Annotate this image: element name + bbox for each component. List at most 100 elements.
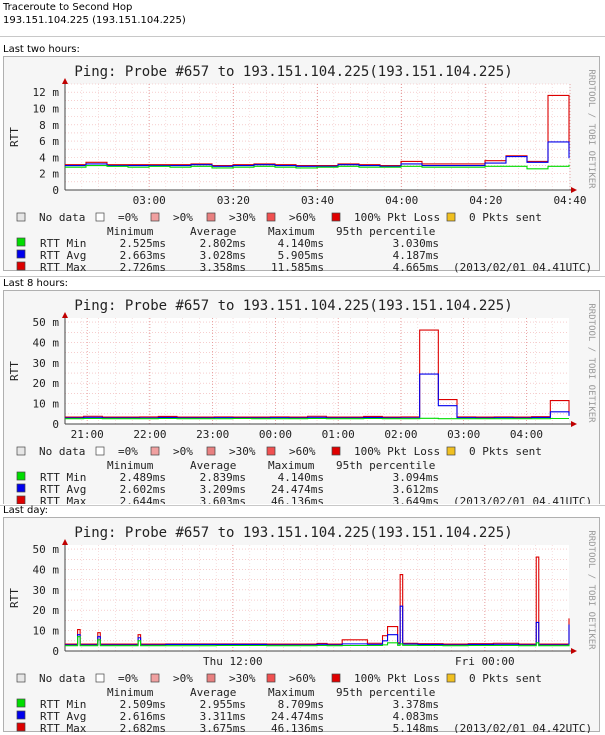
- stat-avg: 3.358ms: [200, 261, 246, 274]
- plot-area: [65, 318, 569, 424]
- stat-p95: 3.030ms: [393, 237, 439, 250]
- x-tick-label: Thu 12:00: [203, 655, 263, 668]
- legend-swatch: [150, 446, 160, 456]
- stat-timestamp: (2013/02/01 04.42UTC): [453, 722, 592, 733]
- section-label-eight-hours: Last 8 hours:: [3, 278, 69, 289]
- legend-label: 100% Pkt Loss: [354, 445, 440, 458]
- y-tick-label: 8 m: [39, 119, 59, 132]
- stat-max: 46.136ms: [271, 495, 324, 504]
- x-tick-label: 01:00: [322, 428, 355, 441]
- stat-p95: 3.612ms: [393, 483, 439, 496]
- x-tick-label: 04:00: [385, 194, 418, 207]
- legend-swatch: [16, 446, 26, 456]
- y-axis-arrow: [62, 539, 68, 545]
- legend-label: >60%: [289, 672, 316, 685]
- x-axis-arrow: [571, 648, 577, 654]
- stat-timestamp: (2013/02/01 04.41UTC): [453, 495, 592, 504]
- stat-p95: 3.094ms: [393, 471, 439, 484]
- legend-label: 0 Pkts sent: [469, 672, 542, 685]
- rrdtool-credit: RRDTOOL / TOBI OETIKER: [586, 303, 596, 423]
- series-line-rtt-min: [65, 164, 570, 170]
- stat-p95: 4.187ms: [393, 249, 439, 262]
- divider: [0, 505, 605, 506]
- stat-header: Minimum: [107, 225, 154, 238]
- stat-avg: 3.311ms: [200, 710, 246, 723]
- legend-swatch: [16, 212, 26, 222]
- stat-header: Maximum: [268, 686, 315, 699]
- stat-swatch: [16, 722, 26, 732]
- y-axis-label: RTT: [8, 127, 21, 147]
- stat-header: 95th percentile: [336, 459, 435, 472]
- stat-max: 11.585ms: [271, 261, 324, 274]
- y-tick-label: 20 m: [33, 604, 60, 617]
- plot-area: [65, 84, 569, 190]
- legend-label: >0%: [173, 672, 193, 685]
- chart-title: Ping: Probe #657 to 193.151.104.225(193.…: [74, 64, 512, 80]
- stat-max: 24.474ms: [271, 710, 324, 723]
- legend-swatch: [206, 673, 216, 683]
- stat-min: 2.616ms: [120, 710, 166, 723]
- legend-label: 100% Pkt Loss: [354, 211, 440, 224]
- legend-label: No data: [39, 211, 85, 224]
- x-tick-label: Fri 00:00: [455, 655, 515, 668]
- stat-swatch: [16, 261, 26, 271]
- stat-avg: 3.603ms: [200, 495, 246, 504]
- x-tick-label: 04:20: [469, 194, 502, 207]
- y-tick-label: 0: [52, 418, 59, 431]
- stat-min: 2.602ms: [120, 483, 166, 496]
- stat-swatch: [16, 471, 26, 481]
- legend-label: 100% Pkt Loss: [354, 672, 440, 685]
- stat-name: RTT Max: [40, 261, 87, 274]
- stat-name: RTT Min: [40, 237, 86, 250]
- legend-swatch: [16, 673, 26, 683]
- x-tick-label: 03:40: [301, 194, 334, 207]
- legend-label: >0%: [173, 445, 193, 458]
- stat-header: 95th percentile: [336, 225, 435, 238]
- stat-max: 4.140ms: [278, 471, 324, 484]
- stat-name: RTT Min: [40, 471, 86, 484]
- stat-name: RTT Min: [40, 698, 86, 711]
- legend-swatch: [446, 446, 456, 456]
- y-tick-label: 6 m: [39, 135, 59, 148]
- y-tick-label: 12 m: [33, 86, 60, 99]
- y-tick-label: 40 m: [33, 336, 60, 349]
- legend-swatch: [446, 673, 456, 683]
- stat-max: 5.905ms: [278, 249, 324, 262]
- legend-label: >30%: [229, 672, 256, 685]
- y-tick-label: 50 m: [33, 316, 60, 329]
- stat-max: 46.136ms: [271, 722, 324, 733]
- section-label-two-hours: Last two hours:: [3, 44, 80, 55]
- x-tick-label: 04:40: [553, 194, 586, 207]
- legend-label: >60%: [289, 211, 316, 224]
- stat-swatch: [16, 483, 26, 493]
- x-tick-label: 23:00: [196, 428, 229, 441]
- stat-min: 2.644ms: [120, 495, 166, 504]
- stat-swatch: [16, 710, 26, 720]
- section-label-day: Last day:: [3, 505, 49, 516]
- y-tick-label: 2 m: [39, 168, 59, 181]
- legend-label: >30%: [229, 211, 256, 224]
- page-title: Traceroute to Second Hop: [3, 2, 133, 13]
- y-tick-label: 0: [52, 184, 59, 197]
- legend-label: =0%: [118, 672, 138, 685]
- stat-header: Minimum: [107, 686, 154, 699]
- stat-avg: 2.955ms: [200, 698, 246, 711]
- y-tick-label: 30 m: [33, 584, 60, 597]
- x-tick-label: 22:00: [133, 428, 166, 441]
- x-tick-label: 21:00: [71, 428, 104, 441]
- y-tick-label: 10 m: [33, 102, 60, 115]
- y-tick-label: 40 m: [33, 563, 60, 576]
- legend-label: =0%: [118, 211, 138, 224]
- rrdtool-credit: RRDTOOL / TOBI OETIKER: [586, 530, 596, 650]
- legend-swatch: [331, 212, 341, 222]
- stat-swatch: [16, 495, 26, 504]
- y-tick-label: 30 m: [33, 357, 60, 370]
- y-axis-arrow: [62, 78, 68, 84]
- stat-name: RTT Avg: [40, 483, 86, 496]
- legend-label: No data: [39, 445, 85, 458]
- stat-header: Average: [190, 686, 236, 699]
- stat-swatch: [16, 237, 26, 247]
- y-axis-label: RTT: [8, 361, 21, 381]
- x-tick-label: 03:00: [447, 428, 480, 441]
- plot-area: [65, 545, 569, 651]
